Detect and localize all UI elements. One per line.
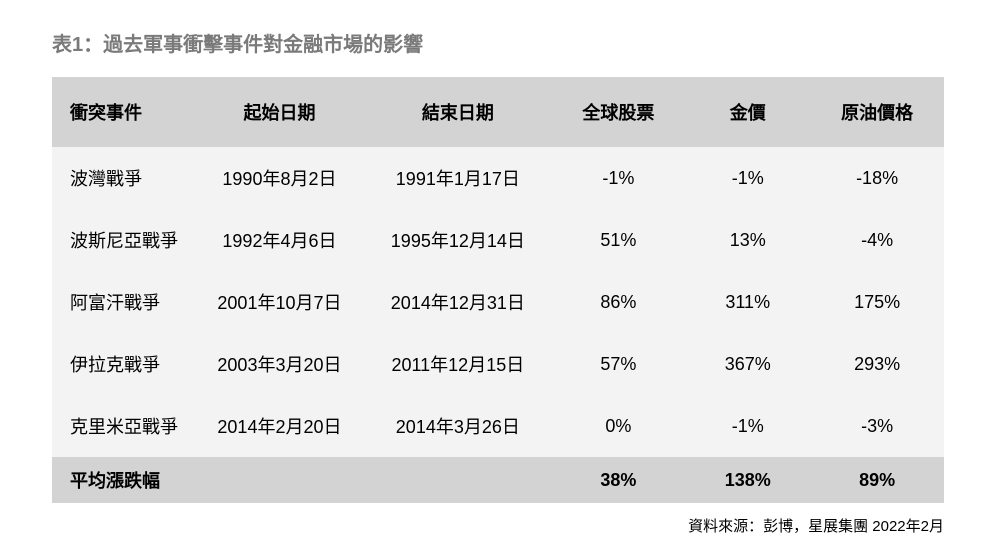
col-stocks: 全球股票 (552, 77, 686, 147)
cell-start: 2003年3月20日 (195, 333, 364, 395)
avg-oil: 89% (810, 457, 944, 503)
cell-oil: -4% (810, 209, 944, 271)
cell-stocks: 0% (552, 395, 686, 457)
cell-event: 波灣戰爭 (52, 147, 195, 209)
table-row: 阿富汗戰爭 2001年10月7日 2014年12月31日 86% 311% 17… (52, 271, 944, 333)
cell-oil: -18% (810, 147, 944, 209)
avg-empty (195, 457, 364, 503)
avg-label: 平均漲跌幅 (52, 457, 195, 503)
cell-event: 波斯尼亞戰爭 (52, 209, 195, 271)
col-event: 衝突事件 (52, 77, 195, 147)
table-row: 伊拉克戰爭 2003年3月20日 2011年12月15日 57% 367% 29… (52, 333, 944, 395)
table-title: 表1：過去軍事衝擊事件對金融市場的影響 (52, 28, 944, 57)
col-start: 起始日期 (195, 77, 364, 147)
cell-end: 1995年12月14日 (364, 209, 551, 271)
cell-stocks: -1% (552, 147, 686, 209)
cell-end: 2014年12月31日 (364, 271, 551, 333)
avg-stocks: 38% (552, 457, 686, 503)
cell-event: 阿富汗戰爭 (52, 271, 195, 333)
table-row: 波斯尼亞戰爭 1992年4月6日 1995年12月14日 51% 13% -4% (52, 209, 944, 271)
cell-stocks: 86% (552, 271, 686, 333)
table-row: 波灣戰爭 1990年8月2日 1991年1月17日 -1% -1% -18% (52, 147, 944, 209)
cell-end: 1991年1月17日 (364, 147, 551, 209)
average-row: 平均漲跌幅 38% 138% 89% (52, 457, 944, 503)
header-row: 衝突事件 起始日期 結束日期 全球股票 金價 原油價格 (52, 77, 944, 147)
cell-gold: 367% (685, 333, 810, 395)
cell-start: 2014年2月20日 (195, 395, 364, 457)
cell-event: 克里米亞戰爭 (52, 395, 195, 457)
cell-oil: -3% (810, 395, 944, 457)
avg-empty (364, 457, 551, 503)
cell-oil: 175% (810, 271, 944, 333)
cell-gold: -1% (685, 395, 810, 457)
source-note: 資料來源：彭博，星展集團 2022年2月 (52, 515, 944, 536)
cell-gold: 311% (685, 271, 810, 333)
cell-start: 1992年4月6日 (195, 209, 364, 271)
impact-table: 衝突事件 起始日期 結束日期 全球股票 金價 原油價格 波灣戰爭 1990年8月… (52, 77, 944, 503)
cell-stocks: 51% (552, 209, 686, 271)
col-end: 結束日期 (364, 77, 551, 147)
cell-oil: 293% (810, 333, 944, 395)
cell-start: 1990年8月2日 (195, 147, 364, 209)
col-oil: 原油價格 (810, 77, 944, 147)
cell-gold: 13% (685, 209, 810, 271)
avg-gold: 138% (685, 457, 810, 503)
table-row: 克里米亞戰爭 2014年2月20日 2014年3月26日 0% -1% -3% (52, 395, 944, 457)
cell-stocks: 57% (552, 333, 686, 395)
cell-event: 伊拉克戰爭 (52, 333, 195, 395)
cell-end: 2011年12月15日 (364, 333, 551, 395)
cell-gold: -1% (685, 147, 810, 209)
cell-end: 2014年3月26日 (364, 395, 551, 457)
col-gold: 金價 (685, 77, 810, 147)
cell-start: 2001年10月7日 (195, 271, 364, 333)
